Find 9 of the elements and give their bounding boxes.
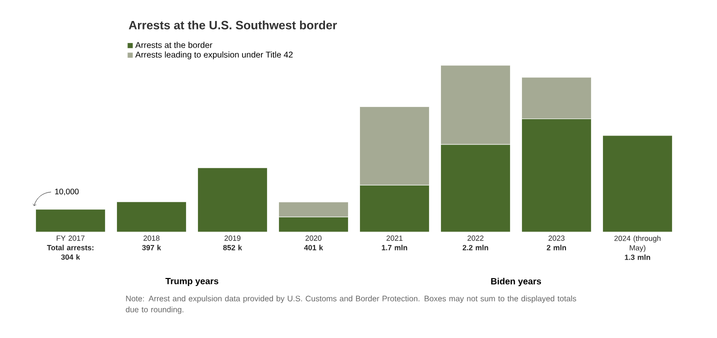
bar	[116, 202, 187, 232]
legend-label: Arrests at the border	[135, 42, 212, 48]
bar	[602, 135, 673, 232]
bar	[35, 209, 106, 232]
text: Trump years	[165, 278, 218, 286]
text: Biden years	[491, 278, 542, 286]
chart-title: Arrests at the U.S. Southwest border	[128, 20, 337, 30]
bar	[197, 168, 268, 232]
legend-label: Arrests leading to expulsion under Title 42	[135, 51, 293, 60]
